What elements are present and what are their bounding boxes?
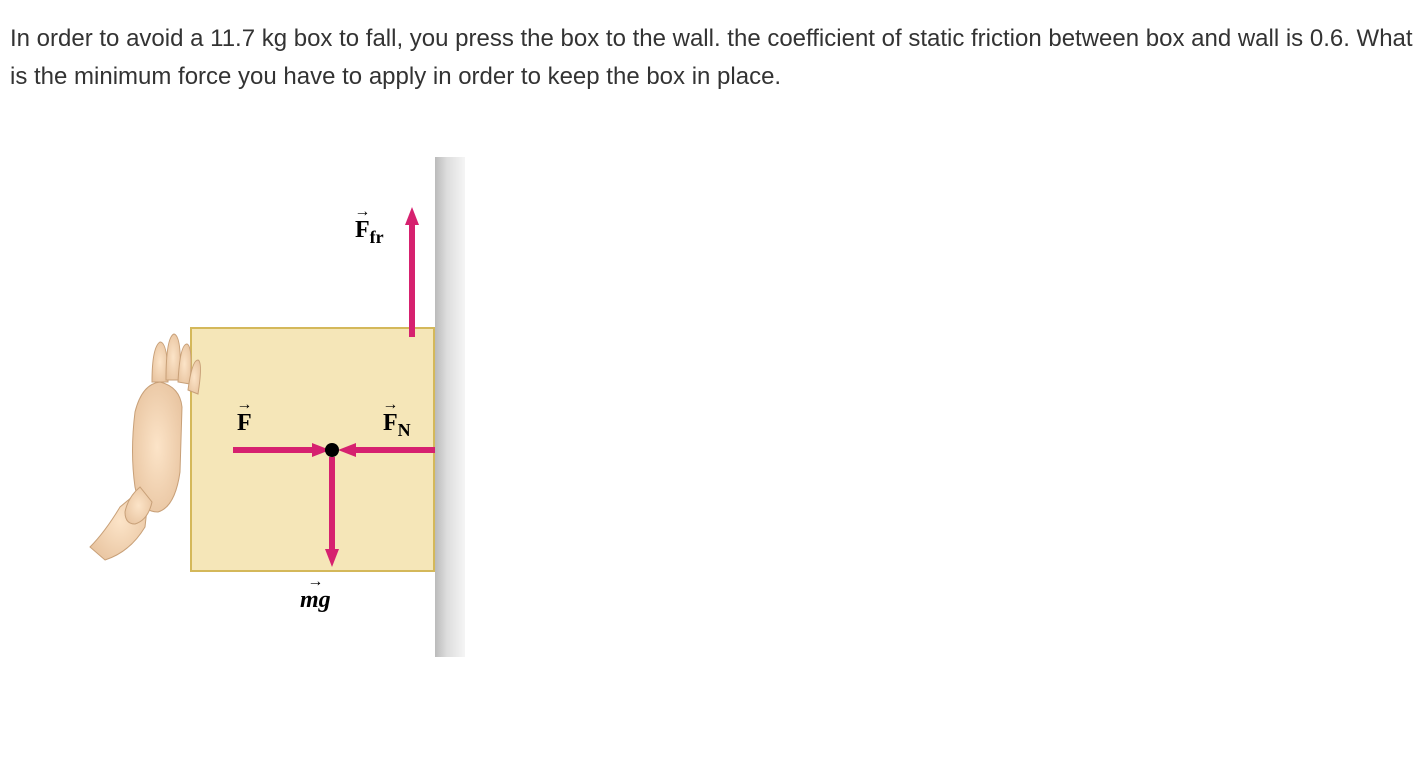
weight-arrow: [322, 457, 342, 567]
hand-icon: [80, 332, 210, 562]
normal-force-label: FN: [383, 410, 411, 441]
wall: [435, 157, 465, 657]
friction-force-arrow: [405, 207, 425, 342]
free-body-diagram: Ffr F FN mg: [90, 157, 590, 657]
friction-force-label: Ffr: [355, 217, 384, 248]
applied-force-label: F: [237, 410, 252, 437]
applied-force-arrow: [230, 440, 330, 460]
weight-label: mg: [300, 587, 331, 614]
problem-statement: In order to avoid a 11.7 kg box to fall,…: [10, 20, 1416, 97]
center-of-mass-dot: [325, 443, 339, 457]
normal-force-arrow: [338, 440, 438, 460]
